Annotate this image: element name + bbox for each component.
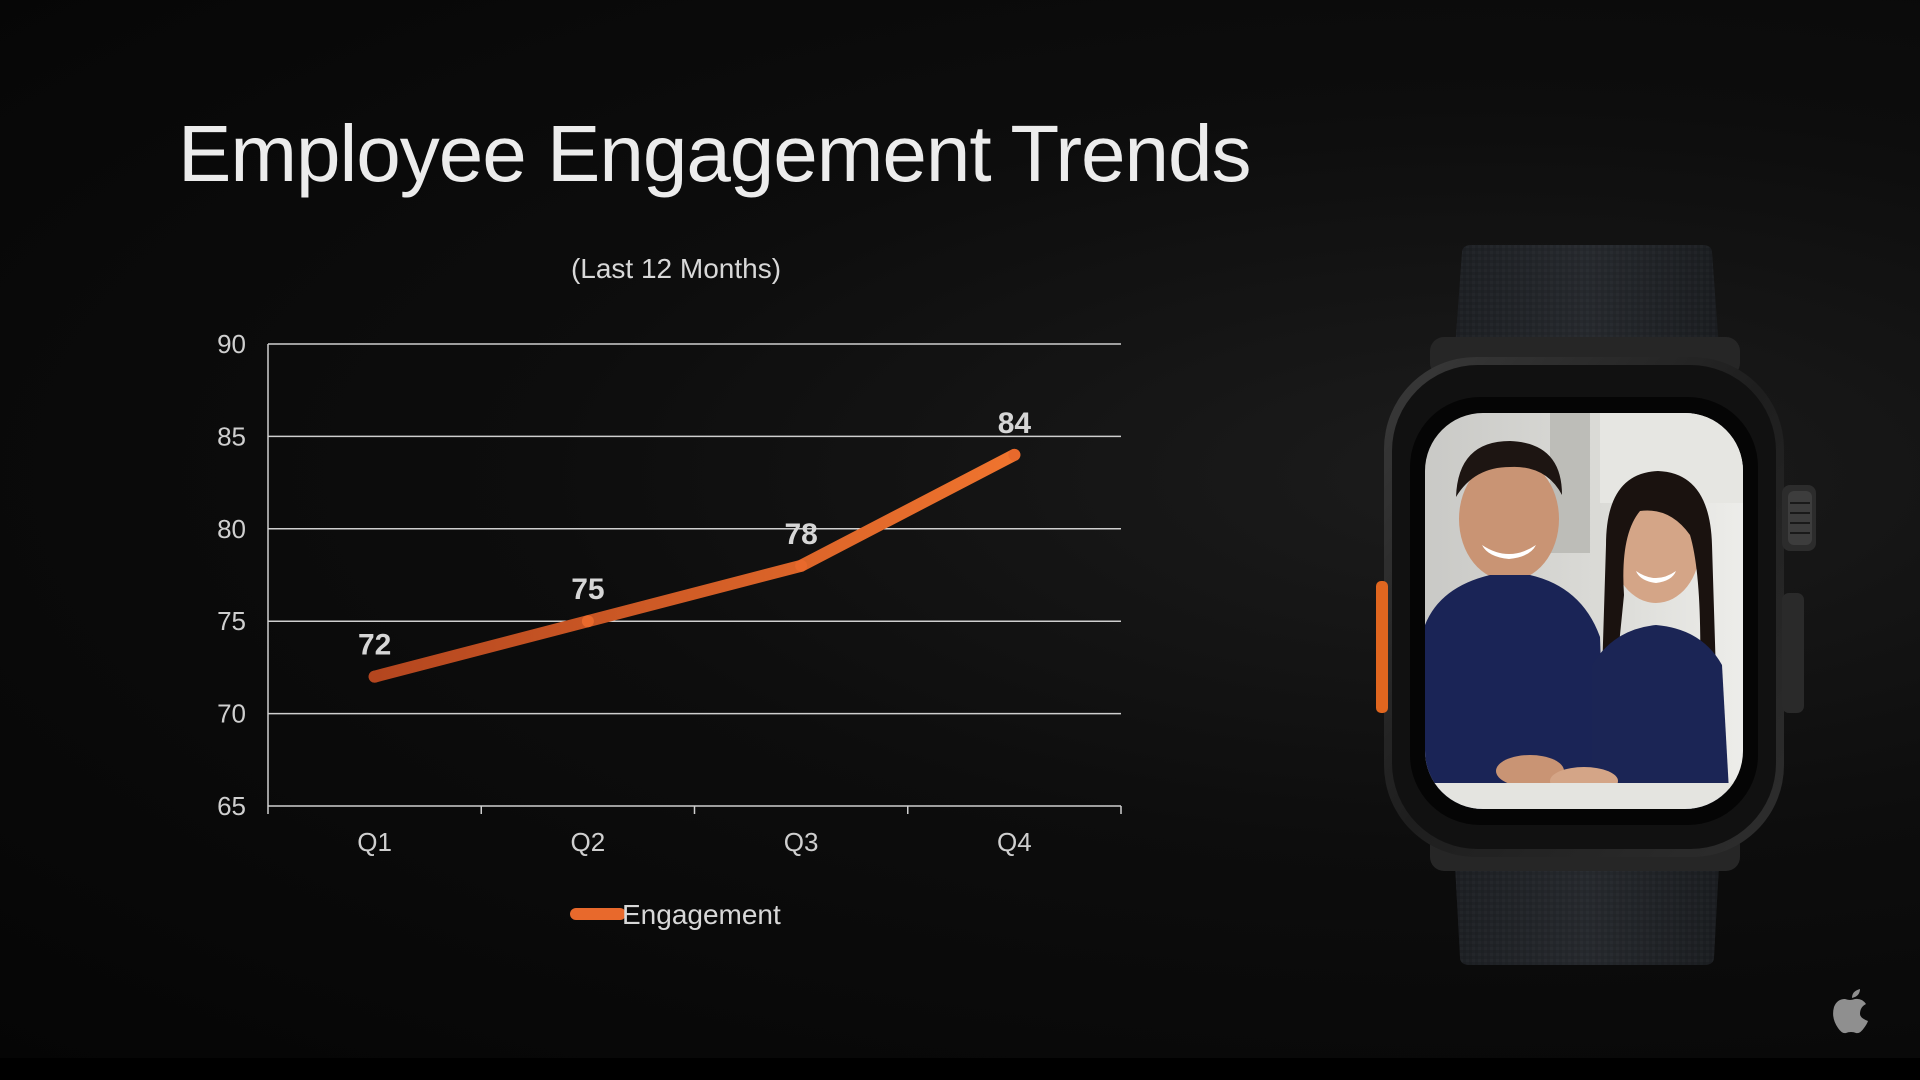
smartwatch-image [1376, 245, 1816, 965]
y-axis-ticks: 65 70 75 80 85 90 [217, 329, 246, 821]
data-point [368, 670, 381, 683]
chart-axes [267, 344, 1122, 814]
engagement-line-chart: (Last 12 Months) 65 70 75 80 85 90 Q1 Q2 Q3 Q4 7… [217, 253, 1122, 930]
x-tick-label: Q1 [357, 827, 392, 857]
slide: Employee Engagement Trends (Last 12 Mont… [0, 0, 1920, 1058]
slide-title: Employee Engagement Trends [178, 109, 1251, 198]
chart-gridlines [268, 343, 1121, 715]
data-point [581, 615, 594, 628]
y-tick-label: 65 [217, 791, 246, 821]
x-tick-label: Q3 [784, 827, 819, 857]
y-tick-label: 85 [217, 421, 246, 451]
x-tick-label: Q4 [997, 827, 1032, 857]
apple-logo-icon [1833, 989, 1868, 1034]
data-label: 78 [784, 518, 817, 551]
chart-subtitle: (Last 12 Months) [571, 253, 781, 284]
data-label: 75 [571, 573, 604, 606]
chart-series [368, 448, 1021, 683]
data-label: 72 [358, 629, 391, 662]
bottom-band [0, 1058, 1920, 1080]
data-label: 84 [998, 407, 1032, 440]
series-line-engagement [368, 448, 1021, 683]
data-point [1008, 448, 1021, 461]
y-tick-label: 75 [217, 606, 246, 636]
legend-label: Engagement [622, 899, 781, 930]
chart-legend: Engagement [570, 899, 781, 930]
y-tick-label: 80 [217, 514, 246, 544]
y-tick-label: 90 [217, 329, 246, 359]
y-tick-label: 70 [217, 699, 246, 729]
data-labels: 72 75 78 84 [358, 407, 1031, 662]
x-axis-ticks: Q1 Q2 Q3 Q4 [357, 827, 1031, 857]
data-point [795, 559, 808, 572]
x-tick-label: Q2 [571, 827, 606, 857]
